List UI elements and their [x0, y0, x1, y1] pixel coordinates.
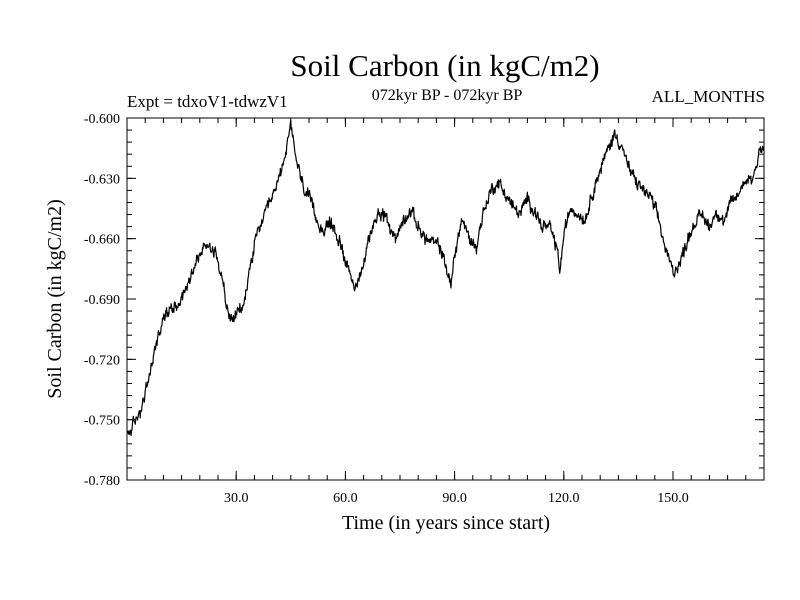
y-axis-label: Soil Carbon (in kgC/m2) — [44, 199, 66, 398]
y-tick-label: -0.750 — [84, 414, 120, 429]
x-axis-label: Time (in years since start) — [342, 512, 550, 534]
experiment-label: Expt = tdxoV1-tdwzV1 — [127, 92, 288, 111]
x-axis: 30.0 60.0 90.0 120.0 150.0 — [144, 118, 747, 506]
x-tick-label: 120.0 — [548, 491, 580, 506]
x-tick-label: 60.0 — [333, 491, 358, 506]
y-tick-label: -0.720 — [84, 353, 120, 368]
x-tick-label: 150.0 — [657, 491, 689, 506]
series-line — [126, 119, 765, 437]
plot-frame — [126, 117, 765, 481]
months-label: ALL_MONTHS — [652, 87, 765, 106]
y-tick-label: -0.600 — [84, 112, 120, 127]
y-tick-label: -0.630 — [84, 172, 120, 187]
x-tick-label: 30.0 — [224, 491, 249, 506]
chart-title: Soil Carbon (in kgC/m2) — [290, 48, 599, 83]
series-layer — [126, 119, 765, 437]
x-tick-label: 90.0 — [442, 491, 467, 506]
y-tick-label: -0.660 — [84, 233, 120, 248]
period-label: 072kyr BP - 072kyr BP — [372, 87, 523, 104]
y-axis: -0.600 -0.630 -0.660 -0.690 -0.720 -0.750 -0.7… — [84, 112, 764, 489]
y-tick-label: -0.780 — [84, 474, 120, 489]
y-tick-label: -0.690 — [84, 293, 120, 308]
